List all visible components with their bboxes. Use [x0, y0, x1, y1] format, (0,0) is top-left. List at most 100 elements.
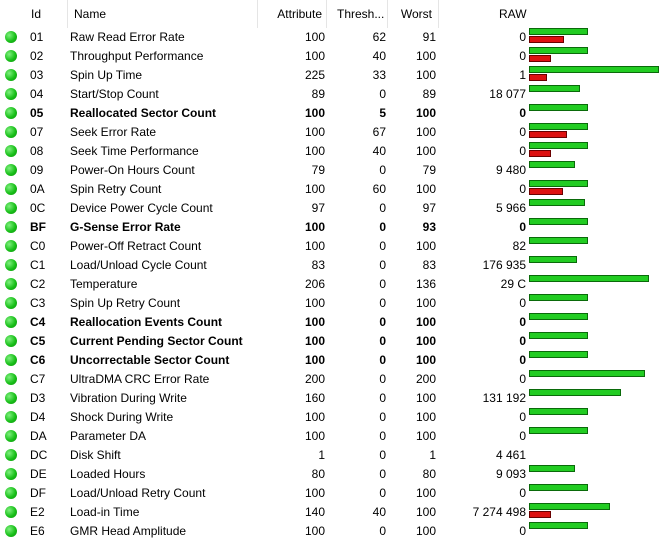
raw-value: 0	[519, 296, 526, 310]
worst-value: 100	[415, 315, 436, 329]
raw-value: 0	[519, 106, 526, 120]
table-row[interactable]: 08 Seek Time Performance 100 40 100 0	[0, 142, 668, 161]
table-row[interactable]: DE Loaded Hours 80 0 80 9 093	[0, 465, 668, 484]
table-row[interactable]: C5 Current Pending Sector Count 100 0 100 0	[0, 332, 668, 351]
attribute-id: C0	[30, 239, 46, 253]
attribute-value: 100	[304, 30, 325, 44]
value-bar	[529, 275, 649, 282]
table-row[interactable]: 07 Seek Error Rate 100 67 100 0	[0, 123, 668, 142]
value-bar	[529, 199, 585, 206]
attribute-id: 0A	[30, 182, 45, 196]
raw-value: 0	[519, 30, 526, 44]
attribute-value: 100	[304, 315, 325, 329]
table-row[interactable]: 0A Spin Retry Count 100 60 100 0	[0, 180, 668, 199]
table-row[interactable]: 01 Raw Read Error Rate 100 62 91 0	[0, 28, 668, 47]
column-header-name[interactable]: Name	[68, 0, 258, 28]
raw-value: 18 077	[489, 87, 526, 101]
raw-value: 131 192	[482, 391, 526, 405]
worst-value: 100	[415, 391, 436, 405]
status-ok-icon	[5, 164, 17, 176]
table-row[interactable]: C2 Temperature 206 0 136 29 C	[0, 275, 668, 294]
table-body: 01 Raw Read Error Rate 100 62 91 0 02 Throughpu…	[0, 28, 668, 541]
attribute-name: G-Sense Error Rate	[70, 220, 181, 234]
column-header-worst[interactable]: Worst	[388, 0, 439, 28]
threshold-value: 0	[379, 220, 386, 234]
attribute-id: C5	[30, 334, 46, 348]
table-row[interactable]: C3 Spin Up Retry Count 100 0 100 0	[0, 294, 668, 313]
threshold-value: 40	[372, 144, 386, 158]
table-row[interactable]: 09 Power-On Hours Count 79 0 79 9 480	[0, 161, 668, 180]
attribute-name: Seek Error Rate	[70, 125, 157, 139]
value-bar	[529, 332, 588, 339]
table-row[interactable]: DF Load/Unload Retry Count 100 0 100 0	[0, 484, 668, 503]
worst-value: 100	[415, 505, 436, 519]
value-bar	[529, 408, 588, 415]
worst-value: 80	[422, 467, 436, 481]
table-header: Id Name Attribute Thresh... Worst RAW	[0, 0, 668, 28]
threshold-value: 0	[379, 429, 386, 443]
status-ok-icon	[5, 221, 17, 233]
table-row[interactable]: 0C Device Power Cycle Count 97 0 97 5 966	[0, 199, 668, 218]
threshold-value: 0	[379, 315, 386, 329]
value-bar	[529, 484, 588, 491]
status-ok-icon	[5, 107, 17, 119]
table-row[interactable]: D3 Vibration During Write 160 0 100 131 192	[0, 389, 668, 408]
value-bar	[529, 218, 588, 225]
raw-value: 1	[519, 68, 526, 82]
attribute-id: C6	[30, 353, 46, 367]
worst-value: 100	[415, 486, 436, 500]
threshold-value: 0	[379, 410, 386, 424]
status-ok-icon	[5, 506, 17, 518]
threshold-bar	[529, 55, 551, 62]
table-row[interactable]: 02 Throughput Performance 100 40 100 0	[0, 47, 668, 66]
attribute-name: Power-On Hours Count	[70, 163, 195, 177]
status-ok-icon	[5, 202, 17, 214]
threshold-bar	[529, 74, 547, 81]
raw-value: 0	[519, 486, 526, 500]
table-row[interactable]: 05 Reallocated Sector Count 100 5 100 0	[0, 104, 668, 123]
table-row[interactable]: C4 Reallocation Events Count 100 0 100 0	[0, 313, 668, 332]
status-ok-icon	[5, 278, 17, 290]
table-row[interactable]: DC Disk Shift 1 0 1 4 461	[0, 446, 668, 465]
table-row[interactable]: BF G-Sense Error Rate 100 0 93 0	[0, 218, 668, 237]
column-header-attribute[interactable]: Attribute	[258, 0, 327, 28]
attribute-id: 01	[30, 30, 44, 44]
threshold-value: 60	[372, 182, 386, 196]
raw-value: 0	[519, 372, 526, 386]
attribute-value: 100	[304, 353, 325, 367]
raw-value: 0	[519, 220, 526, 234]
status-ok-icon	[5, 373, 17, 385]
column-header-threshold[interactable]: Thresh...	[327, 0, 388, 28]
column-header-raw[interactable]: RAW	[499, 7, 527, 21]
table-row[interactable]: C0 Power-Off Retract Count 100 0 100 82	[0, 237, 668, 256]
attribute-value: 100	[304, 524, 325, 538]
attribute-id: 05	[30, 106, 44, 120]
value-bar	[529, 237, 588, 244]
table-row[interactable]: C7 UltraDMA CRC Error Rate 200 0 200 0	[0, 370, 668, 389]
table-row[interactable]: E2 Load-in Time 140 40 100 7 274 498	[0, 503, 668, 522]
attribute-value: 140	[304, 505, 325, 519]
table-row[interactable]: C6 Uncorrectable Sector Count 100 0 100 0	[0, 351, 668, 370]
worst-value: 100	[415, 106, 436, 120]
attribute-id: 0C	[30, 201, 46, 215]
value-bar	[529, 123, 588, 130]
attribute-name: Shock During Write	[70, 410, 174, 424]
worst-value: 100	[415, 353, 436, 367]
table-row[interactable]: E6 GMR Head Amplitude 100 0 100 0	[0, 522, 668, 541]
threshold-value: 5	[379, 106, 386, 120]
attribute-value: 100	[304, 410, 325, 424]
threshold-value: 0	[379, 353, 386, 367]
threshold-value: 0	[379, 524, 386, 538]
table-row[interactable]: DA Parameter DA 100 0 100 0	[0, 427, 668, 446]
value-bar	[529, 313, 588, 320]
table-row[interactable]: 03 Spin Up Time 225 33 100 1	[0, 66, 668, 85]
raw-value: 176 935	[482, 258, 526, 272]
worst-value: 100	[415, 429, 436, 443]
table-row[interactable]: D4 Shock During Write 100 0 100 0	[0, 408, 668, 427]
table-row[interactable]: C1 Load/Unload Cycle Count 83 0 83 176 935	[0, 256, 668, 275]
table-row[interactable]: 04 Start/Stop Count 89 0 89 18 077	[0, 85, 668, 104]
attribute-name: Load-in Time	[70, 505, 140, 519]
column-header-id[interactable]: Id	[0, 0, 68, 28]
threshold-value: 0	[379, 258, 386, 272]
threshold-value: 0	[379, 163, 386, 177]
